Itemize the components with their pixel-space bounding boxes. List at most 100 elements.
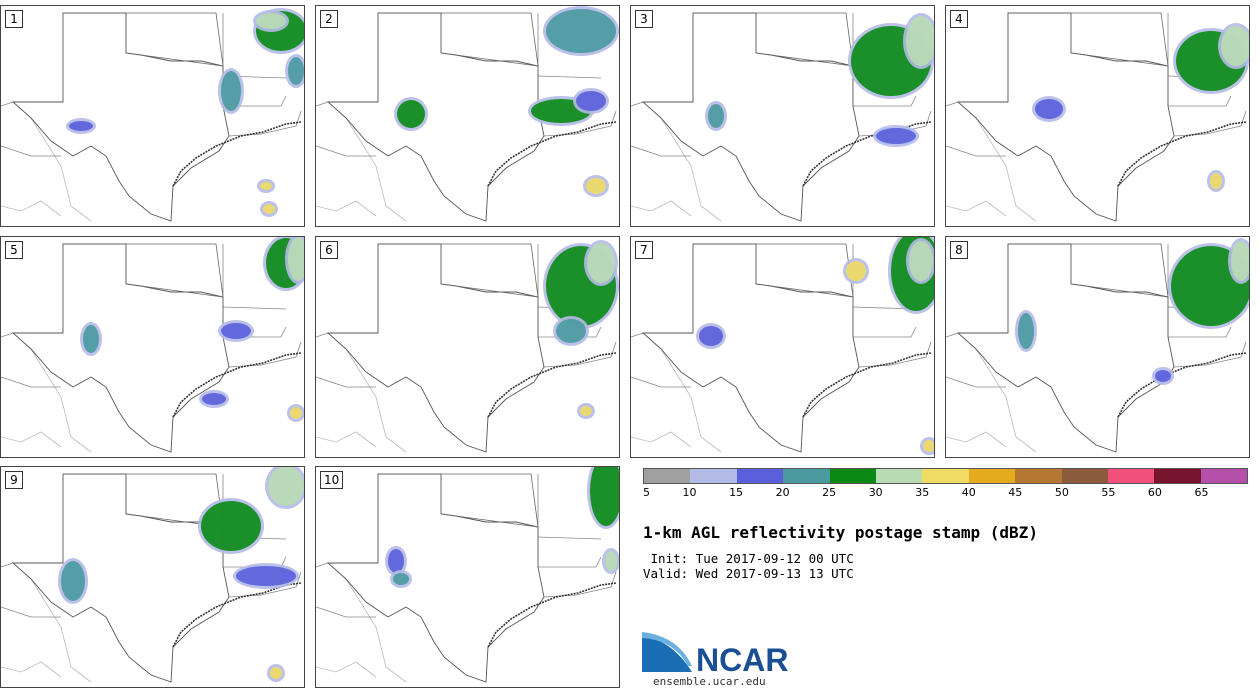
oklahoma-outline (378, 12, 539, 67)
oklahoma-outline (1008, 243, 1169, 298)
radar-echo-core (393, 573, 409, 585)
colorbar-tick-label: 15 (729, 486, 744, 499)
valid-time: Valid: Wed 2017-09-13 13 UTC (643, 566, 854, 581)
radar-echo-core (288, 57, 304, 85)
ncar-logo: NCAR (642, 632, 788, 676)
colorbar-tick-label: 55 (1101, 486, 1116, 499)
colorbar-swatch (1200, 469, 1248, 483)
ensemble-member-panel: 10 (315, 466, 620, 688)
gulf-coastline (1117, 352, 1247, 418)
colorbar-tick-label: 65 (1194, 486, 1209, 499)
gulf-coastline (487, 352, 617, 418)
radar-echo-core (268, 467, 304, 506)
ensemble-member-panel: 1 (0, 5, 305, 227)
texas-outline (326, 473, 545, 683)
colorbar-tick-label: 45 (1008, 486, 1023, 499)
texas-outline (11, 12, 230, 222)
colorbar-swatch (783, 469, 830, 483)
texas-outline (956, 243, 1175, 453)
state-borders (1, 244, 302, 388)
colorbar-tick-labels: 5 10 15 20 25 30 35 40 45 50 55 60 65 (643, 486, 1248, 500)
state-borders (1, 13, 302, 157)
colorbar-tick-label: 40 (961, 486, 976, 499)
radar-echo-core (388, 549, 404, 573)
gulf-coastline (172, 352, 302, 418)
radar-echo-core (699, 326, 723, 346)
state-borders (631, 244, 932, 388)
radar-echo-core (556, 319, 586, 343)
mexico-borders (316, 348, 407, 453)
radar-echo-core (201, 501, 261, 551)
radar-echo-core (1231, 241, 1249, 281)
member-map (1, 8, 304, 222)
oklahoma-outline (693, 243, 854, 298)
colorbar-tick-label: 10 (682, 486, 697, 499)
colorbar-swatch (644, 469, 691, 483)
colorbar-swatch (1015, 469, 1062, 483)
colorbar-tick-label: 30 (868, 486, 883, 499)
member-number-label: 2 (320, 10, 338, 28)
member-number-label: 1 (5, 10, 23, 28)
ensemble-member-panel: 3 (630, 5, 935, 227)
texas-outline (956, 12, 1175, 222)
radar-echo-core (256, 13, 286, 29)
ensemble-member-panel: 7 (630, 236, 935, 458)
member-map (1, 237, 304, 453)
radar-echo-core (221, 71, 241, 111)
oklahoma-outline (1008, 12, 1169, 67)
radar-echo-core (397, 100, 425, 128)
member-number-label: 9 (5, 471, 23, 489)
state-borders (1, 474, 302, 618)
radar-echo-core (546, 9, 616, 53)
member-number-label: 7 (635, 241, 653, 259)
texas-outline (326, 243, 545, 453)
gulf-coastline (1117, 121, 1247, 187)
radar-echo-core (605, 551, 617, 571)
radar-echo-core (846, 261, 866, 281)
mexico-borders (316, 578, 407, 683)
mexico-borders (946, 348, 1037, 453)
radar-echo-core (876, 128, 916, 144)
colorbar-swatch (1107, 469, 1155, 483)
colorbar-swatch (968, 469, 1016, 483)
colorbar-swatch (736, 469, 784, 483)
mexico-borders (631, 348, 722, 453)
radar-echo-core (708, 104, 724, 128)
colorbar-swatch (690, 469, 737, 483)
member-map (946, 12, 1249, 222)
radar-echo-core (906, 16, 934, 66)
state-borders (316, 474, 617, 618)
colorbar-tick-label: 20 (775, 486, 790, 499)
reflectivity-colorbar (643, 468, 1248, 484)
radar-echo-core (236, 566, 296, 586)
radar-echo-core (580, 406, 592, 416)
colorbar-swatch (829, 469, 876, 483)
radar-echo-core (576, 91, 606, 111)
radar-echo-core (61, 561, 85, 601)
ensemble-member-panel: 4 (945, 5, 1250, 227)
member-map (1, 467, 304, 683)
mexico-borders (1, 117, 92, 222)
gulf-coastline (487, 121, 617, 187)
texas-outline (641, 243, 860, 453)
mexico-borders (1, 348, 92, 453)
colorbar-tick-label: 60 (1147, 486, 1162, 499)
radar-echo-core (263, 204, 275, 214)
radar-echo-core (260, 182, 272, 190)
gulf-coastline (172, 121, 302, 187)
gulf-coastline (802, 352, 932, 418)
radar-echo-core (83, 325, 99, 353)
figure-title: 1-km AGL reflectivity postage stamp (dBZ… (643, 523, 1038, 542)
colorbar-swatch (922, 469, 969, 483)
ensemble-url: ensemble.ucar.edu (653, 675, 766, 688)
member-number-label: 5 (5, 241, 23, 259)
colorbar-swatch (1154, 469, 1201, 483)
radar-echo-core (1035, 99, 1063, 119)
mexico-borders (316, 117, 407, 222)
oklahoma-outline (63, 243, 224, 298)
texas-outline (326, 12, 545, 222)
gulf-coastline (172, 582, 302, 648)
texas-outline (641, 12, 860, 222)
member-number-label: 6 (320, 241, 338, 259)
radar-echo-core (909, 241, 933, 281)
